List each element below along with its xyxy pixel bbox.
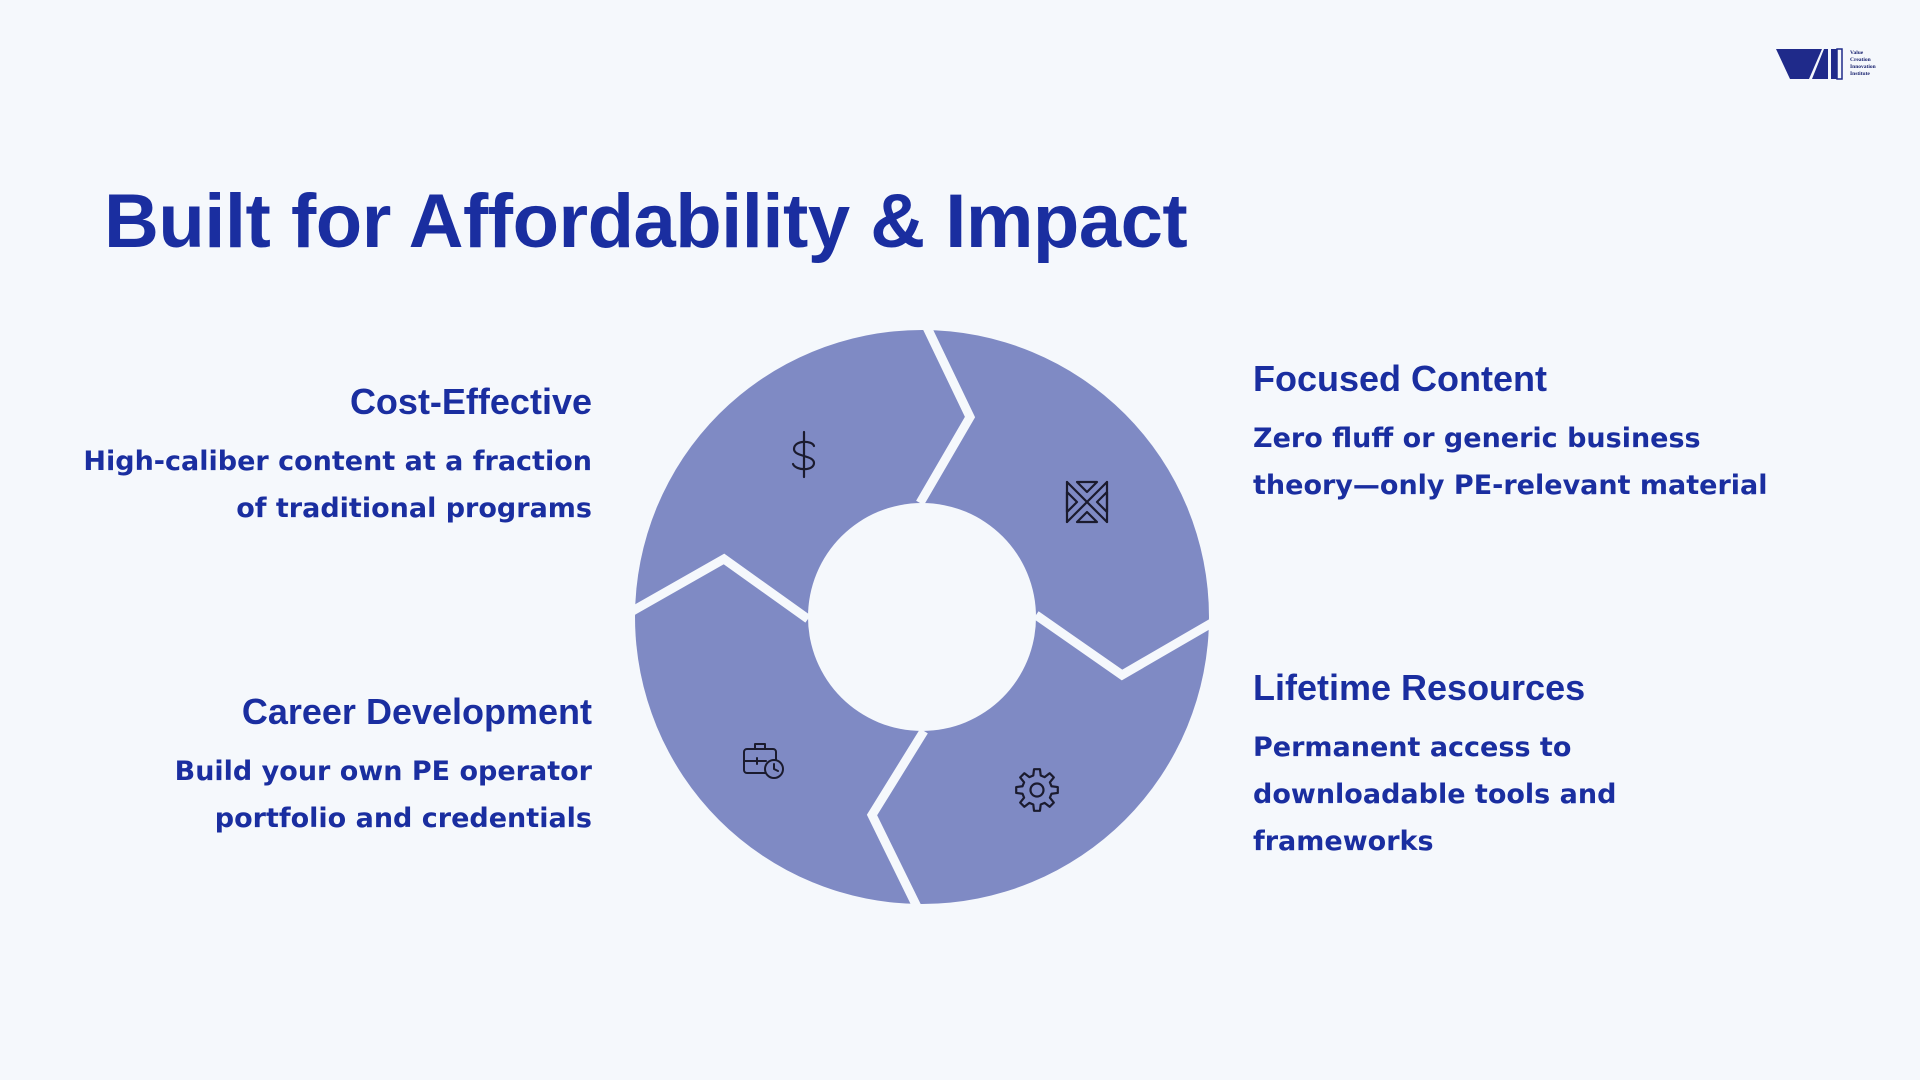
logo-line: Creation	[1850, 57, 1871, 63]
description-line: Zero fluff or generic business	[1253, 423, 1701, 454]
crossed-arrows-icon	[1065, 480, 1109, 524]
page-title: Built for Affordability & Impact	[104, 179, 1188, 264]
cycle-ring	[619, 315, 1225, 919]
feature-focused-content: Focused Content Zero fluff or generic bu…	[1253, 357, 1773, 509]
description-line: downloadable tools and	[1253, 779, 1617, 810]
feature-description: Build your own PE operator portfolio and…	[72, 748, 592, 842]
feature-title: Career Development	[241, 691, 592, 732]
logo-mark-icon	[1776, 48, 1843, 80]
description-line: portfolio and credentials	[214, 803, 592, 834]
cycle-diagram	[619, 315, 1225, 919]
dollar-icon	[791, 430, 816, 479]
segment-divider-top	[916, 315, 976, 506]
gear-icon	[1015, 768, 1059, 812]
feature-description: High-caliber content at a fraction of tr…	[72, 438, 592, 532]
segment-divider-left	[619, 553, 811, 623]
feature-title: Cost-Effective	[349, 381, 592, 422]
description-line: Build your own PE operator	[174, 756, 592, 787]
description-line: frameworks	[1253, 826, 1434, 857]
description-line: High-caliber content at a fraction	[83, 446, 592, 477]
feature-lifetime-resources: Lifetime Resources Permanent access to d…	[1253, 666, 1773, 865]
institute-logo: Value Creation Innovation Institute	[1776, 44, 1896, 84]
description-line: Permanent access to	[1253, 732, 1572, 763]
logo-line: Value	[1850, 50, 1864, 56]
feature-title: Lifetime Resources	[1253, 667, 1586, 708]
segment-divider-bottom	[866, 728, 928, 919]
logo-name: Value Creation Innovation Institute	[1850, 50, 1894, 78]
description-line: of traditional programs	[236, 493, 592, 524]
feature-description: Permanent access to downloadable tools a…	[1253, 724, 1773, 865]
description-line: theory—only PE-relevant material	[1253, 470, 1768, 501]
feature-cost-effective: Cost-Effective High-caliber content at a…	[72, 380, 592, 532]
logo-line: Innovation	[1850, 64, 1876, 70]
feature-description: Zero fluff or generic business theory—on…	[1253, 415, 1773, 509]
briefcase-clock-icon	[743, 743, 784, 779]
segment-divider-right	[1033, 611, 1225, 681]
logo-line: Institute	[1850, 71, 1870, 77]
feature-career-development: Career Development Build your own PE ope…	[72, 690, 592, 842]
ring-segments	[632, 327, 1212, 907]
feature-title: Focused Content	[1253, 358, 1547, 399]
